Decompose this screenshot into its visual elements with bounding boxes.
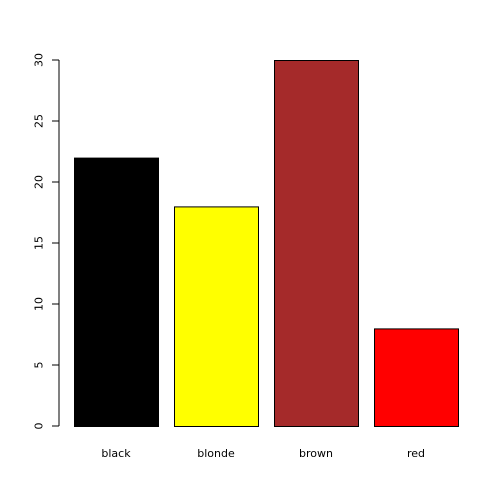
y-tick-label: 20 [33, 175, 46, 189]
x-tick-label: black [101, 447, 131, 460]
bars [74, 60, 459, 427]
bar-black [74, 157, 159, 427]
x-tick-label: blonde [197, 447, 235, 460]
y-tick-label: 0 [33, 423, 46, 430]
y-tick-label: 15 [33, 236, 46, 250]
y-tick-label: 30 [33, 53, 46, 67]
bar-red [374, 328, 459, 427]
bar-brown [274, 60, 359, 427]
y-tick-label: 25 [33, 114, 46, 128]
y-tick-label: 10 [33, 297, 46, 311]
y-tick-label: 5 [33, 362, 46, 369]
bar-blonde [174, 206, 259, 427]
x-axis-labels: black blonde brown red [101, 447, 425, 460]
x-tick-label: brown [299, 447, 333, 460]
x-tick-label: red [407, 447, 425, 460]
y-axis: 0 5 10 15 20 25 30 [33, 53, 60, 430]
